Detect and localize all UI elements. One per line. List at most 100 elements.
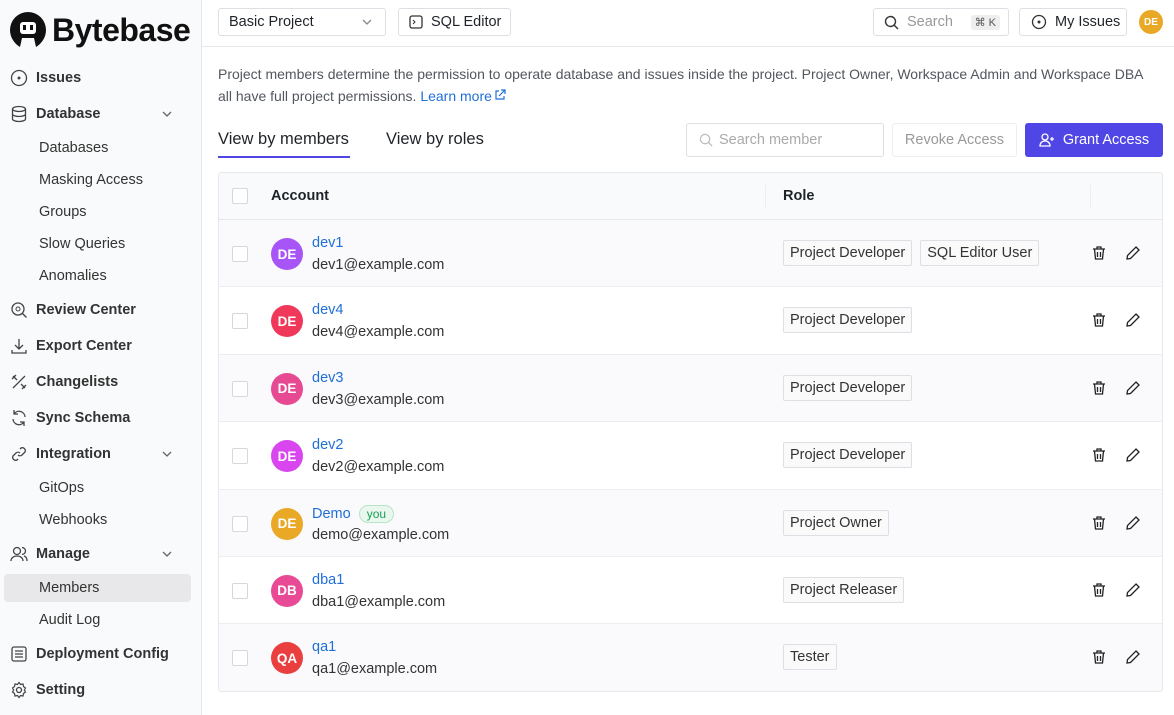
trash-icon[interactable] (1091, 245, 1107, 261)
row-checkbox[interactable] (232, 246, 248, 262)
member-name: Demo you (312, 504, 395, 523)
description-text: Project members determine the permission… (218, 66, 1143, 104)
member-name-link[interactable]: dba1 (312, 571, 345, 588)
pencil-icon[interactable] (1125, 245, 1141, 261)
avatar: DE (271, 372, 303, 405)
sidebar-item-masking-access[interactable]: Masking Access (4, 166, 191, 194)
sidebar-item-label: Groups (39, 204, 87, 220)
row-checkbox[interactable] (232, 380, 248, 397)
logo[interactable]: Bytebase (8, 10, 191, 50)
trash-icon[interactable] (1091, 380, 1107, 396)
pencil-icon[interactable] (1125, 380, 1141, 396)
row-checkbox[interactable] (232, 313, 248, 330)
table-row: DE dev3 dev3@example.com Project Develop… (219, 354, 1162, 423)
select-all-checkbox[interactable] (232, 188, 248, 204)
role-tag: Project Owner (783, 509, 889, 536)
member-email: dev1@example.com (312, 257, 445, 273)
sidebar-item-databases[interactable]: Databases (4, 134, 191, 162)
member-name: dev1 (312, 235, 343, 251)
sidebar-item-setting[interactable]: Setting (4, 676, 191, 704)
sidebar-item-gitops[interactable]: GitOps (4, 474, 191, 502)
sidebar-item-groups[interactable]: Groups (4, 198, 191, 226)
my-issues-button[interactable]: My Issues (1019, 8, 1127, 36)
sidebar-item-label: Database (36, 106, 101, 122)
role-tag: Project Developer (783, 240, 913, 266)
trash-icon[interactable] (1091, 312, 1107, 328)
project-name: Basic Project (229, 14, 314, 30)
revoke-access-button[interactable]: Revoke Access (892, 123, 1017, 157)
grant-access-label: Grant Access (1062, 132, 1150, 148)
row-checkbox[interactable] (232, 582, 248, 599)
chevron-down-icon[interactable] (161, 448, 173, 460)
learn-more-label: Learn more (420, 88, 492, 104)
row-checkbox[interactable] (232, 448, 248, 465)
member-email: dba1@example.com (312, 593, 446, 610)
sidebar-item-webhooks[interactable]: Webhooks (4, 506, 191, 534)
role-list: Project Developer SQL Editor User (783, 240, 1040, 266)
shortcut-badge: ⌘ K (970, 14, 1000, 30)
column-divider (1090, 185, 1091, 208)
member-name: dev3 (312, 370, 343, 386)
trash-icon[interactable] (1091, 515, 1107, 531)
member-name: dba1 (312, 572, 344, 588)
member-name-link[interactable]: dev3 (312, 369, 344, 386)
sidebar-item-anomalies[interactable]: Anomalies (4, 262, 191, 290)
member-email: qa1@example.com (312, 661, 438, 678)
sidebar-item-export-center[interactable]: Export Center (4, 332, 191, 360)
member-name: dev2 (312, 437, 343, 453)
column-divider (765, 185, 766, 208)
row-checkbox[interactable] (232, 650, 248, 667)
sidebar-item-slow-queries[interactable]: Slow Queries (4, 230, 191, 258)
sidebar-item-integration[interactable]: Integration (4, 440, 191, 468)
column-account: Account (271, 188, 329, 204)
member-name-link[interactable]: Demo (312, 505, 351, 522)
sidebar-item-audit-log[interactable]: Audit Log (4, 606, 191, 634)
member-email: dev3@example.com (312, 391, 445, 408)
pencil-icon[interactable] (1125, 582, 1141, 598)
sql-editor-label: SQL Editor (431, 14, 502, 30)
tab-view-by-roles[interactable]: View by roles (386, 130, 484, 148)
pencil-icon[interactable] (1125, 447, 1141, 463)
role-tag: Project Releaser (783, 576, 905, 603)
you-badge: you (358, 504, 395, 523)
sidebar-item-deployment-config[interactable]: Deployment Config (4, 640, 191, 668)
member-name-link[interactable]: dev1 (312, 235, 344, 251)
trash-icon[interactable] (1091, 649, 1107, 665)
pencil-icon[interactable] (1125, 515, 1141, 531)
table-header: Account Role (219, 173, 1162, 220)
sidebar-item-label: GitOps (39, 480, 85, 496)
member-name-link[interactable]: qa1 (312, 639, 337, 656)
chevron-down-icon[interactable] (161, 548, 173, 560)
sidebar-item-label: Databases (39, 140, 109, 156)
table-row: QA qa1 qa1@example.com Tester (219, 624, 1162, 691)
column-role: Role (783, 188, 815, 204)
trash-icon[interactable] (1091, 582, 1107, 598)
pencil-icon[interactable] (1125, 312, 1141, 328)
learn-more-link[interactable]: Learn more (420, 88, 506, 104)
sidebar-item-manage[interactable]: Manage (4, 540, 191, 568)
project-selector[interactable]: Basic Project (218, 8, 386, 36)
external-link-icon (495, 89, 506, 100)
tab-view-by-members[interactable]: View by members (218, 130, 349, 148)
global-search[interactable]: Search ⌘ K (873, 8, 1009, 36)
pencil-icon[interactable] (1125, 649, 1141, 665)
sidebar-item-issues[interactable]: Issues (4, 64, 191, 92)
sidebar-item-database[interactable]: Database (4, 100, 191, 128)
sidebar-item-sync-schema[interactable]: Sync Schema (4, 404, 191, 432)
grant-access-button[interactable]: Grant Access (1025, 123, 1163, 157)
row-checkbox[interactable] (232, 515, 248, 532)
sql-editor-button[interactable]: SQL Editor (398, 8, 511, 36)
sidebar-item-changelists[interactable]: Changelists (4, 368, 191, 396)
member-name-link[interactable]: dev4 (312, 302, 344, 319)
role-tag: Project Developer (783, 442, 913, 469)
sidebar-item-members[interactable]: Members (4, 574, 191, 602)
table-row: DE Demo you demo@example.com Project Owne… (219, 489, 1162, 557)
sidebar-item-review-center[interactable]: Review Center (4, 296, 191, 324)
top-bar: Basic Project SQL Editor Search ⌘ K My I… (202, 0, 1174, 47)
member-name-link[interactable]: dev2 (312, 437, 344, 454)
user-avatar[interactable]: DE (1139, 10, 1163, 34)
gear-icon (11, 681, 27, 699)
search-member-input[interactable]: Search member (686, 123, 884, 157)
trash-icon[interactable] (1091, 447, 1107, 463)
chevron-down-icon[interactable] (161, 108, 173, 120)
